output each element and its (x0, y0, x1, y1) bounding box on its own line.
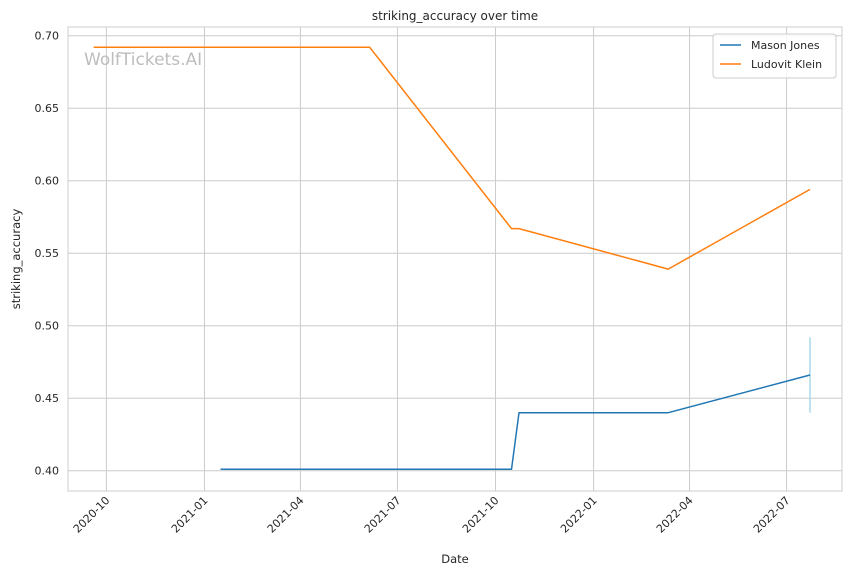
legend-label: Mason Jones (751, 39, 820, 52)
legend-box (712, 33, 837, 79)
y-tick-label: 0.40 (35, 465, 60, 478)
legend: Mason Jones Ludovit Klein (712, 33, 837, 79)
x-axis-title: Date (441, 552, 469, 566)
y-tick-label: 0.60 (35, 175, 60, 188)
grid (68, 27, 842, 491)
y-tick-label: 0.65 (35, 102, 60, 115)
chart-title: striking_accuracy over time (372, 9, 538, 23)
y-axis-title: striking_accuracy (9, 209, 23, 310)
plot-frame (67, 26, 843, 492)
watermark: WolfTickets.AI (84, 50, 202, 70)
series-lines (93, 46, 811, 471)
y-tick-label: 0.45 (35, 392, 60, 405)
y-tick-label: 0.70 (35, 30, 60, 43)
legend-label: Ludovit Klein (751, 58, 822, 71)
y-tick-label: 0.50 (35, 320, 60, 333)
error-band (809, 337, 811, 413)
y-tick-label: 0.55 (35, 247, 60, 260)
y-tick-labels: 0.40 0.45 0.50 0.55 0.60 0.65 0.70 (35, 30, 60, 478)
series-line-mason-jones (220, 374, 811, 471)
confidence-band (809, 337, 811, 413)
series-line-ludovit-klein (93, 46, 811, 270)
